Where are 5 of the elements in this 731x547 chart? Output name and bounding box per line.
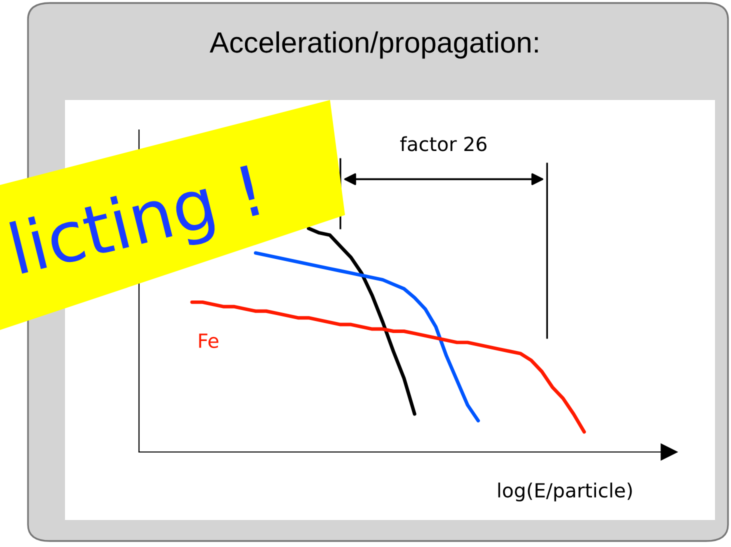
x-axis-title: log(E/particle) <box>498 482 632 502</box>
text: factor 26 <box>400 136 486 152</box>
chart-title: Acceleration/propagation: <box>210 31 538 59</box>
series-label: Fe <box>199 334 218 348</box>
annotation: licting ! <box>9 163 263 288</box>
